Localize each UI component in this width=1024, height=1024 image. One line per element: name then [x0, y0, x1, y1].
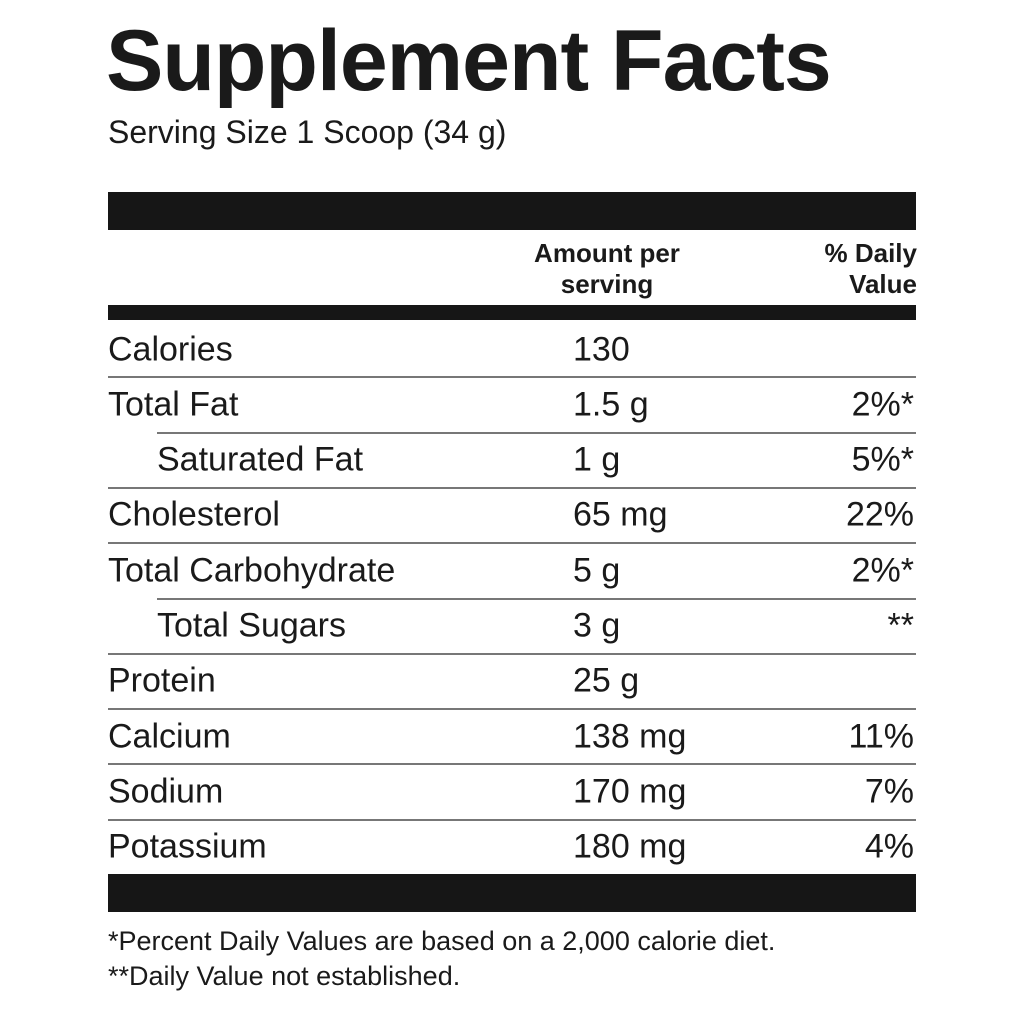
nutrient-name: Total Carbohydrate — [108, 551, 396, 590]
daily-value: 7% — [864, 772, 914, 811]
nutrient-name: Total Sugars — [157, 606, 346, 645]
nutrient-name: Calcium — [108, 717, 231, 756]
row-divider — [108, 652, 916, 655]
daily-value: 4% — [864, 827, 914, 866]
header-bar — [108, 305, 916, 320]
table-row: Total Sugars 3 g ** — [108, 599, 916, 654]
amount: 5 g — [573, 551, 621, 590]
footnote: *Percent Daily Values are based on a 2,0… — [108, 926, 776, 956]
table-row: Calcium 138 mg 11% — [108, 709, 916, 764]
daily-value: 5%* — [851, 440, 914, 479]
daily-value: 2%* — [851, 385, 914, 424]
table-row: Calories 130 — [108, 322, 916, 377]
table-row: Saturated Fat 1 g 5%* — [108, 433, 916, 488]
nutrient-name: Saturated Fat — [157, 440, 364, 479]
nutrient-name: Protein — [108, 661, 216, 700]
table-row: Sodium 170 mg 7% — [108, 764, 916, 819]
title: Supplement Facts — [106, 13, 832, 109]
nutrient-name: Sodium — [108, 772, 224, 811]
column-header: % Daily Value — [824, 238, 918, 299]
row-divider — [157, 597, 916, 600]
column-header: Amount per serving — [534, 238, 680, 299]
row-divider — [108, 542, 916, 545]
amount: 65 mg — [573, 495, 668, 534]
amount: 170 mg — [573, 772, 687, 811]
serving-size: Serving Size 1 Scoop (34 g) — [108, 114, 507, 150]
row-divider — [157, 431, 916, 434]
amount: 25 g — [573, 661, 640, 700]
table-row: Potassium 180 mg 4% — [108, 820, 916, 875]
table-row: Cholesterol 65 mg 22% — [108, 488, 916, 543]
nutrient-name: Total Fat — [108, 385, 239, 424]
amount: 1.5 g — [573, 385, 649, 424]
row-divider — [108, 376, 916, 379]
nutrient-name: Cholesterol — [108, 495, 280, 534]
row-divider — [108, 486, 916, 489]
daily-value: 2%* — [851, 551, 914, 590]
amount: 3 g — [573, 606, 621, 645]
amount: 1 g — [573, 440, 621, 479]
table-row: Protein 25 g — [108, 654, 916, 709]
row-divider — [108, 763, 916, 766]
nutrient-name: Potassium — [108, 827, 267, 866]
row-divider — [108, 708, 916, 711]
row-divider — [108, 818, 916, 821]
amount: 138 mg — [573, 717, 687, 756]
daily-value: 22% — [845, 495, 914, 534]
daily-value: ** — [887, 606, 914, 645]
bottom-bar — [108, 874, 916, 912]
table-row: Total Fat 1.5 g 2%* — [108, 377, 916, 432]
nutrient-name: Calories — [108, 330, 233, 368]
table-row: Total Carbohydrate 5 g 2%* — [108, 543, 916, 598]
amount: 180 mg — [573, 827, 687, 866]
top-bar — [108, 192, 916, 230]
amount: 130 — [573, 330, 630, 368]
footnote: **Daily Value not established. — [108, 961, 461, 991]
daily-value: 11% — [848, 717, 914, 756]
